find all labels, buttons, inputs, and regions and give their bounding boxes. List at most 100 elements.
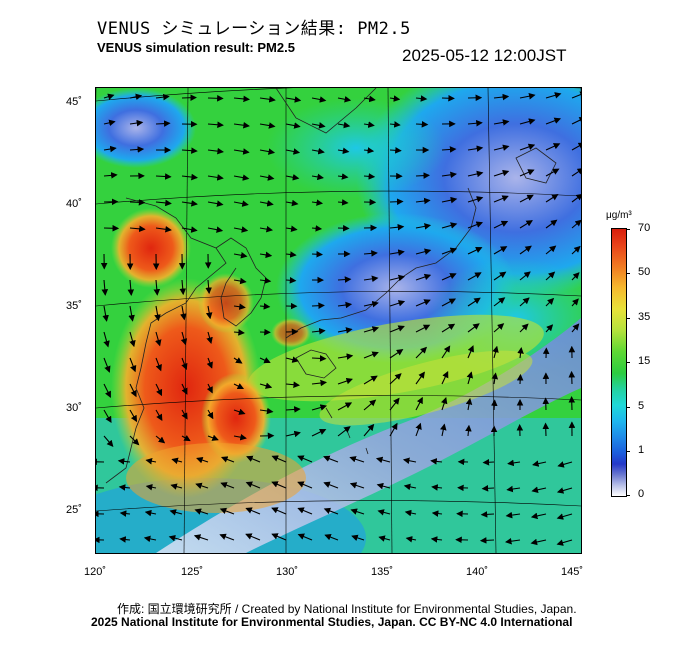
wind-arrow bbox=[155, 383, 163, 397]
wind-arrow bbox=[207, 226, 224, 233]
wind-arrow bbox=[205, 279, 212, 295]
lon-label-125: 125˚ bbox=[181, 566, 204, 578]
wind-arrow bbox=[363, 423, 375, 437]
wind-arrow bbox=[466, 371, 474, 385]
wind-arrow bbox=[415, 248, 432, 255]
wind-arrow bbox=[119, 510, 131, 517]
wind-arrow bbox=[297, 507, 313, 515]
wind-arrow bbox=[363, 95, 376, 103]
wind-arrow bbox=[519, 297, 530, 307]
wind-arrow bbox=[363, 275, 379, 283]
colorbar bbox=[611, 228, 627, 497]
colorbar-label-70: 70 bbox=[638, 222, 651, 234]
wind-arrow bbox=[545, 245, 557, 255]
wind-arrow bbox=[363, 399, 377, 411]
wind-arrow bbox=[363, 375, 378, 385]
wind-arrow bbox=[155, 120, 171, 127]
wind-arrow bbox=[519, 323, 529, 333]
wind-arrow bbox=[491, 399, 498, 411]
wind-arrow bbox=[169, 509, 183, 516]
wind-arrow bbox=[431, 510, 443, 517]
wind-arrow bbox=[441, 273, 457, 281]
wind-arrow bbox=[129, 199, 146, 206]
wind-arrow bbox=[220, 456, 235, 463]
wind-arrow bbox=[155, 435, 166, 444]
lon-label-145: 145˚ bbox=[561, 566, 584, 578]
wind-arrow bbox=[233, 174, 250, 181]
wind-arrow bbox=[441, 298, 457, 307]
wind-arrow bbox=[519, 245, 532, 255]
wind-arrow bbox=[545, 168, 560, 177]
wind-arrow bbox=[285, 276, 297, 284]
wind-arrow bbox=[415, 422, 422, 437]
wind-arrow bbox=[129, 409, 138, 423]
wind-arrow bbox=[493, 271, 507, 281]
wind-arrow bbox=[259, 357, 271, 364]
wind-arrow bbox=[323, 481, 339, 489]
wind-arrow bbox=[376, 482, 391, 490]
wind-arrow bbox=[206, 383, 213, 394]
wind-arrow bbox=[505, 511, 521, 519]
wind-arrow bbox=[493, 195, 509, 203]
wind-arrow bbox=[145, 484, 157, 491]
wind-arrow bbox=[375, 456, 391, 464]
wind-arrow bbox=[233, 226, 249, 233]
title-japanese: VENUS シミュレーション結果: PM2.5 bbox=[97, 19, 411, 39]
wind-arrow bbox=[545, 324, 554, 333]
credit-line: 作成: 国立環境研究所 / Created by National Instit… bbox=[117, 602, 577, 616]
wind-arrow bbox=[103, 435, 114, 447]
wind-arrow bbox=[545, 271, 556, 281]
wind-arrow bbox=[493, 220, 509, 229]
wind-arrow bbox=[129, 146, 145, 153]
wind-arrow bbox=[285, 199, 299, 207]
wind-arrow bbox=[119, 536, 131, 543]
wind-arrow bbox=[285, 225, 298, 233]
wind-arrow bbox=[155, 409, 163, 421]
wind-arrow bbox=[171, 457, 183, 465]
wind-arrow bbox=[323, 507, 339, 515]
wind-arrow bbox=[117, 458, 131, 465]
wind-arrow bbox=[233, 121, 250, 129]
wind-arrow bbox=[482, 458, 495, 466]
wind-arrow bbox=[102, 305, 109, 322]
wind-arrow bbox=[389, 147, 402, 154]
wind-arrow bbox=[337, 96, 352, 103]
wind-arrow bbox=[181, 383, 188, 395]
wind-arrow bbox=[441, 146, 457, 153]
wind-arrow bbox=[441, 370, 449, 385]
wind-arrow bbox=[259, 122, 276, 129]
wind-arrow bbox=[271, 507, 287, 515]
wind-arrow bbox=[545, 92, 562, 99]
wind-arrow bbox=[571, 91, 581, 99]
wind-arrow bbox=[103, 357, 111, 373]
lat-label-30: 30˚ bbox=[66, 402, 82, 414]
wind-arrow bbox=[103, 383, 111, 398]
wind-arrow bbox=[440, 423, 447, 437]
wind-arrow bbox=[415, 371, 425, 385]
wind-arrow bbox=[181, 147, 198, 154]
wind-arrow bbox=[311, 199, 324, 206]
wind-arrow bbox=[467, 323, 480, 333]
wind-arrow bbox=[285, 406, 301, 413]
wind-arrow bbox=[297, 455, 313, 463]
wind-arrow bbox=[377, 509, 391, 516]
wind-arrow bbox=[389, 249, 405, 256]
wind-arrow bbox=[530, 512, 547, 520]
wind-arrow bbox=[571, 323, 580, 333]
lat-label-35: 35˚ bbox=[66, 300, 82, 312]
wind-arrow bbox=[431, 484, 443, 491]
wind-arrow bbox=[571, 245, 581, 255]
wind-arrow bbox=[337, 426, 351, 437]
wind-arrow bbox=[506, 485, 521, 493]
wind-arrow bbox=[545, 143, 561, 151]
colorbar-label-35: 35 bbox=[638, 311, 651, 323]
wind-arrow bbox=[219, 507, 235, 515]
wind-arrow bbox=[155, 93, 170, 101]
wind-arrow bbox=[467, 221, 484, 229]
wind-arrow bbox=[103, 409, 112, 424]
wind-arrow bbox=[363, 300, 379, 308]
wind-arrow bbox=[545, 194, 559, 203]
wind-arrow bbox=[571, 298, 579, 307]
wind-arrow bbox=[556, 539, 573, 546]
wind-arrow bbox=[465, 397, 473, 411]
